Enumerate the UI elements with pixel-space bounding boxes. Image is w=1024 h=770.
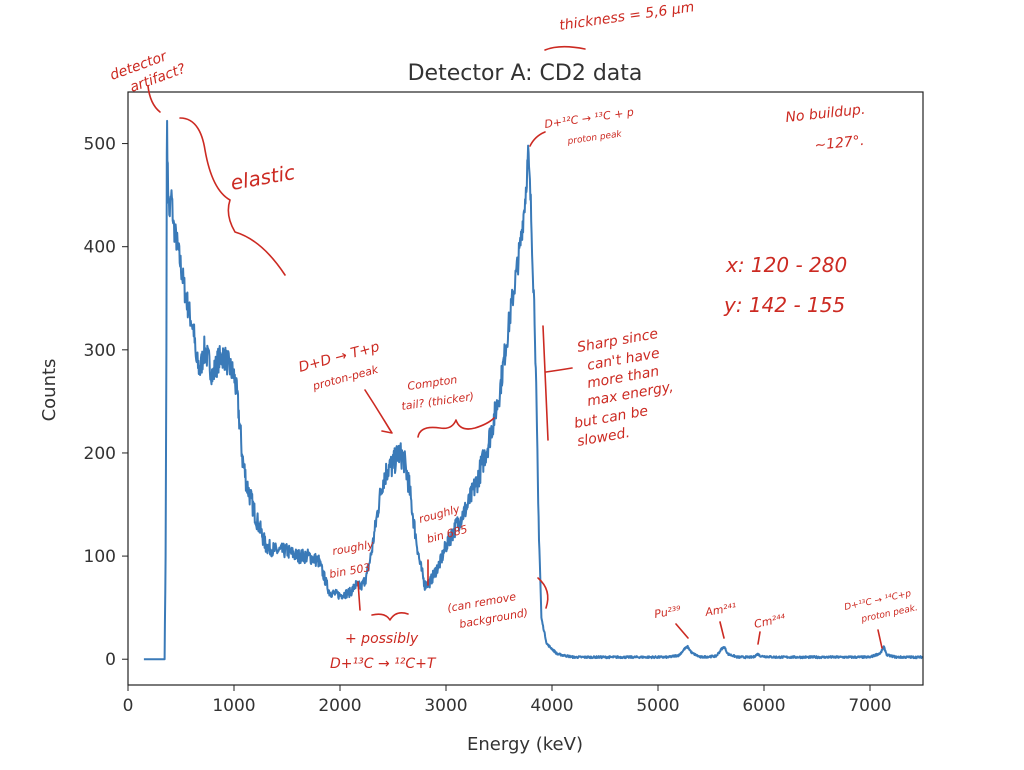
marker-bin503 [357,581,361,611]
y-axis-label: Counts [39,359,60,422]
x-tick-label-1: 1000 [212,696,255,716]
y-tick-label-4: 400 [84,238,116,258]
note-proton-peak-2: proton peak [566,129,623,147]
x-tick-label-3: 3000 [424,696,467,716]
y-tick-label-1: 100 [84,547,116,567]
note-proton-peak-1: D+¹²C → ¹³C + p [544,106,635,131]
bracket-sharp [542,325,573,441]
x-tick-label-7: 7000 [848,696,891,716]
y-tick-label-5: 500 [84,135,116,155]
arrow-dd [364,389,393,434]
bracket-background [537,577,549,609]
note-elastic: elastic [229,160,297,195]
note-x-range: x: 120 - 280 [725,253,847,277]
axis-ticks: 0 1000 2000 3000 4000 5000 6000 7000 0 100 200 300 4… [84,135,892,716]
note-possibly-2: D+¹³C → ¹²C+T [330,656,437,672]
brace-compton [417,417,495,438]
note-compton-1: Compton [407,373,458,393]
note-pu: Pu²³⁹ [653,603,682,621]
brace-possibly [371,612,409,621]
chart-title: Detector A: CD2 data [408,61,643,86]
note-thickness: thickness = 5,6 µm [558,0,695,34]
x-tick-label-2: 2000 [318,696,361,716]
note-am: Am²⁴¹ [703,601,737,619]
y-tick-label-2: 200 [84,444,116,464]
y-tick-label-0: 0 [105,650,116,670]
arrow-c14 [877,629,883,649]
note-possibly-1: + possibly [345,631,419,647]
x-tick-label-4: 4000 [530,696,573,716]
arrow-detector-artifact [147,85,161,113]
x-tick-label-6: 6000 [742,696,785,716]
note-bin503-1: roughly [331,538,375,558]
arrow-am [719,621,725,639]
x-axis-label: Energy (keV) [467,734,583,755]
spectrum-line [143,119,924,661]
arrow-proton-peak [529,131,546,147]
note-compton-2: tail? (thicker) [401,390,475,413]
note-buildup-1: No buildup. [785,102,866,126]
note-cm: Cm²⁴⁴ [753,612,787,631]
note-y-range: y: 142 - 155 [723,293,845,317]
x-tick-label-5: 5000 [636,696,679,716]
arrow-pu [675,623,689,639]
note-buildup-2: ~127°. [814,133,865,154]
annotations: detector artifact? thickness = 5,6 µm el… [108,0,919,672]
plot-frame [127,91,924,686]
underline-thickness [544,45,586,51]
brace-elastic [179,117,286,276]
x-tick-label-0: 0 [123,696,134,716]
y-tick-label-3: 300 [84,341,116,361]
arrow-cm [757,631,761,645]
